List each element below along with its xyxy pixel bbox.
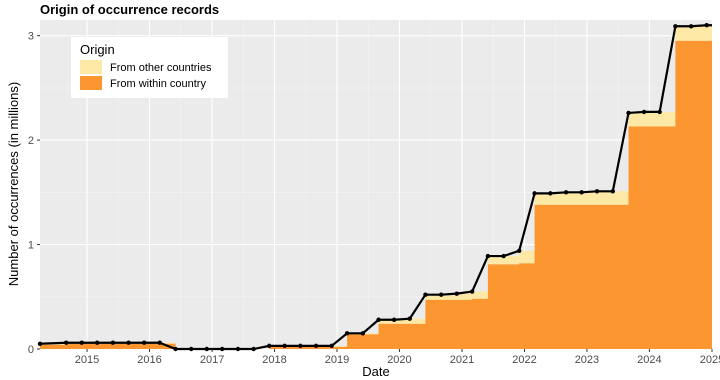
x-tick-label: 2018 bbox=[262, 354, 286, 366]
total-line-path bbox=[39, 24, 712, 351]
x-axis-ticks: 2015 2016 2017 2018 2019 2020 2021 2022 2023 2024… bbox=[75, 349, 720, 366]
x-tick-label: 2025 bbox=[700, 354, 720, 366]
total-point bbox=[344, 331, 350, 336]
total-point bbox=[469, 289, 475, 294]
legend-title: Origin bbox=[80, 42, 115, 57]
total-point bbox=[626, 110, 631, 116]
total-point bbox=[298, 343, 303, 349]
total-point bbox=[501, 253, 506, 259]
total-points bbox=[37, 23, 709, 352]
x-tick-label: 2021 bbox=[450, 354, 474, 366]
area-series bbox=[40, 25, 712, 349]
total-point bbox=[189, 346, 194, 352]
total-point bbox=[594, 189, 600, 194]
x-tick-label: 2023 bbox=[575, 354, 599, 366]
x-axis-label: Date bbox=[362, 364, 389, 379]
x-tick-label: 2022 bbox=[512, 354, 536, 366]
total-point bbox=[688, 24, 694, 29]
total-point bbox=[37, 341, 43, 346]
total-point bbox=[126, 340, 131, 345]
x-tick-label: 2019 bbox=[325, 354, 349, 366]
total-point bbox=[391, 317, 397, 322]
total-point bbox=[532, 191, 537, 196]
total-point bbox=[173, 346, 178, 352]
total-point bbox=[110, 340, 116, 345]
legend-key-other-countries bbox=[80, 60, 102, 74]
total-point bbox=[141, 340, 147, 345]
total-point bbox=[329, 343, 334, 349]
y-tick-label: 2 bbox=[28, 135, 34, 147]
total-point bbox=[235, 346, 241, 352]
x-tick-label: 2024 bbox=[637, 354, 661, 366]
y-tick-label: 0 bbox=[28, 344, 34, 356]
total-point bbox=[438, 292, 444, 297]
total-point bbox=[204, 346, 209, 352]
x-tick-label: 2017 bbox=[200, 354, 224, 366]
y-axis-ticks: 0 1 2 3 bbox=[28, 31, 40, 356]
y-tick-label: 1 bbox=[28, 240, 34, 252]
total-point bbox=[579, 190, 584, 195]
total-point bbox=[360, 331, 366, 336]
x-tick-label: 2016 bbox=[137, 354, 161, 366]
total-point bbox=[454, 291, 459, 296]
legend: Origin From other countries From within … bbox=[71, 37, 228, 98]
total-point bbox=[704, 23, 709, 28]
total-point bbox=[251, 346, 256, 352]
total-point bbox=[63, 340, 69, 345]
total-point bbox=[94, 340, 100, 345]
total-point bbox=[407, 316, 412, 321]
chart-title: Origin of occurrence records bbox=[40, 2, 219, 17]
total-point bbox=[516, 248, 522, 254]
total-point bbox=[313, 343, 319, 349]
total-line bbox=[39, 24, 712, 351]
total-point bbox=[641, 109, 647, 115]
total-point bbox=[376, 317, 381, 322]
total-point bbox=[79, 340, 84, 345]
total-point bbox=[423, 292, 428, 297]
total-point bbox=[157, 340, 162, 345]
total-point bbox=[485, 253, 491, 259]
total-point bbox=[563, 190, 569, 195]
total-point bbox=[220, 346, 225, 352]
total-point bbox=[610, 189, 615, 194]
total-point bbox=[673, 24, 678, 29]
total-point bbox=[657, 109, 662, 115]
area-from-within-country bbox=[40, 40, 712, 349]
total-point bbox=[267, 343, 272, 349]
total-point bbox=[282, 343, 287, 349]
y-tick-label: 3 bbox=[28, 31, 34, 43]
x-tick-label: 2020 bbox=[387, 354, 411, 366]
legend-key-within-country bbox=[80, 76, 102, 90]
x-tick-label: 2015 bbox=[75, 354, 99, 366]
legend-label-other-countries: From other countries bbox=[110, 62, 212, 74]
legend-label-within-country: From within country bbox=[110, 78, 206, 90]
y-axis-label: Number of occurrences (in millions) bbox=[6, 82, 21, 286]
total-point bbox=[548, 191, 553, 196]
